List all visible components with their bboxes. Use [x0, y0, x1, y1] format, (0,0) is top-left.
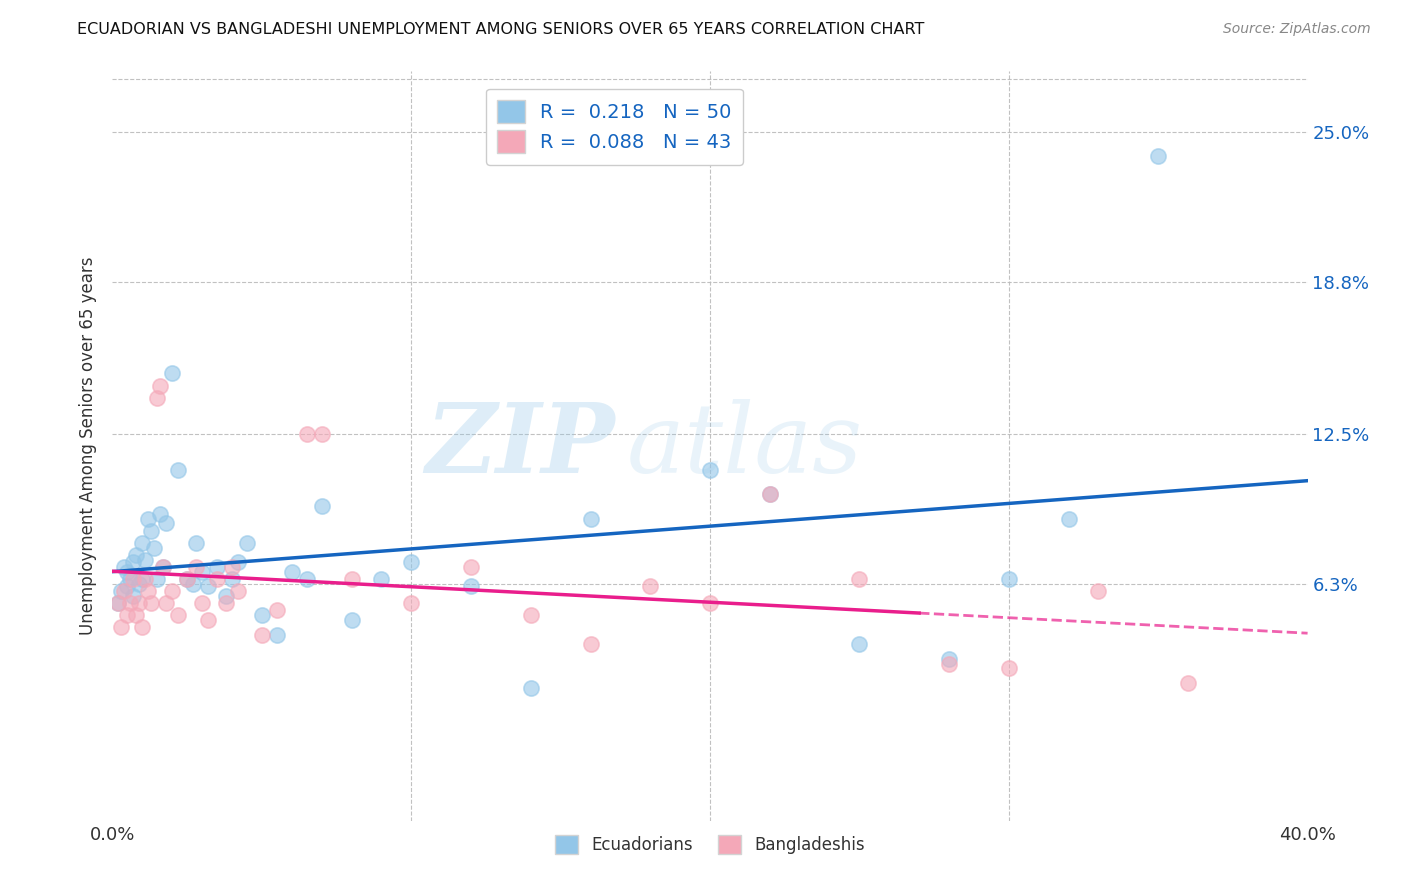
Point: [176, 572, 198, 586]
Point: [122, 589, 145, 603]
Point: [226, 584, 249, 599]
Point: [155, 596, 177, 610]
Point: [149, 378, 172, 392]
Point: [131, 572, 153, 586]
Point: [131, 620, 153, 634]
Point: [699, 463, 721, 477]
Point: [938, 657, 960, 671]
Point: [1057, 511, 1080, 525]
Point: [162, 584, 183, 599]
Point: [1177, 676, 1199, 690]
Point: [311, 500, 333, 514]
Point: [699, 596, 721, 610]
Point: [122, 572, 145, 586]
Point: [998, 661, 1021, 675]
Point: [460, 559, 482, 574]
Point: [125, 548, 148, 562]
Point: [236, 535, 259, 549]
Point: [848, 572, 870, 586]
Point: [167, 608, 190, 623]
Point: [311, 426, 333, 441]
Point: [134, 552, 156, 566]
Y-axis label: Unemployment Among Seniors over 65 years: Unemployment Among Seniors over 65 years: [79, 257, 97, 635]
Point: [122, 555, 145, 569]
Point: [107, 596, 129, 610]
Point: [281, 565, 304, 579]
Point: [167, 463, 190, 477]
Point: [138, 511, 160, 525]
Point: [191, 596, 214, 610]
Point: [141, 524, 163, 538]
Point: [120, 572, 142, 586]
Point: [848, 637, 870, 651]
Point: [295, 572, 318, 586]
Text: atlas: atlas: [627, 399, 862, 493]
Legend: Ecuadorians, Bangladeshis: Ecuadorians, Bangladeshis: [548, 829, 872, 861]
Point: [134, 572, 156, 586]
Point: [250, 627, 273, 641]
Point: [215, 589, 238, 603]
Point: [176, 572, 198, 586]
Point: [186, 535, 208, 549]
Point: [640, 579, 662, 593]
Point: [579, 637, 602, 651]
Point: [266, 627, 288, 641]
Point: [460, 579, 482, 593]
Point: [197, 613, 219, 627]
Point: [181, 576, 204, 591]
Point: [186, 559, 208, 574]
Point: [205, 559, 228, 574]
Point: [120, 596, 142, 610]
Point: [152, 559, 174, 574]
Text: Source: ZipAtlas.com: Source: ZipAtlas.com: [1223, 22, 1371, 37]
Point: [138, 584, 160, 599]
Point: [125, 608, 148, 623]
Point: [162, 367, 183, 381]
Point: [143, 541, 166, 555]
Point: [520, 681, 543, 695]
Point: [938, 651, 960, 665]
Point: [141, 596, 163, 610]
Point: [250, 608, 273, 623]
Point: [266, 603, 288, 617]
Point: [401, 555, 423, 569]
Point: [340, 572, 363, 586]
Point: [107, 596, 129, 610]
Point: [226, 555, 249, 569]
Point: [117, 565, 139, 579]
Point: [149, 507, 172, 521]
Point: [152, 559, 174, 574]
Point: [117, 608, 139, 623]
Point: [998, 572, 1021, 586]
Point: [759, 487, 782, 501]
Point: [146, 572, 169, 586]
Point: [128, 576, 150, 591]
Point: [146, 391, 169, 405]
Text: ZIP: ZIP: [425, 399, 614, 493]
Point: [131, 535, 153, 549]
Point: [128, 596, 150, 610]
Point: [191, 565, 214, 579]
Point: [295, 426, 318, 441]
Point: [197, 579, 219, 593]
Text: ECUADORIAN VS BANGLADESHI UNEMPLOYMENT AMONG SENIORS OVER 65 YEARS CORRELATION C: ECUADORIAN VS BANGLADESHI UNEMPLOYMENT A…: [77, 22, 925, 37]
Point: [110, 584, 132, 599]
Point: [401, 596, 423, 610]
Point: [221, 559, 243, 574]
Point: [520, 608, 543, 623]
Point: [759, 487, 782, 501]
Point: [340, 613, 363, 627]
Point: [117, 579, 139, 593]
Point: [205, 572, 228, 586]
Point: [370, 572, 392, 586]
Point: [1147, 149, 1170, 163]
Point: [579, 511, 602, 525]
Point: [114, 559, 135, 574]
Point: [1087, 584, 1109, 599]
Point: [155, 516, 177, 531]
Point: [221, 572, 243, 586]
Point: [110, 620, 132, 634]
Point: [114, 584, 135, 599]
Point: [215, 596, 238, 610]
